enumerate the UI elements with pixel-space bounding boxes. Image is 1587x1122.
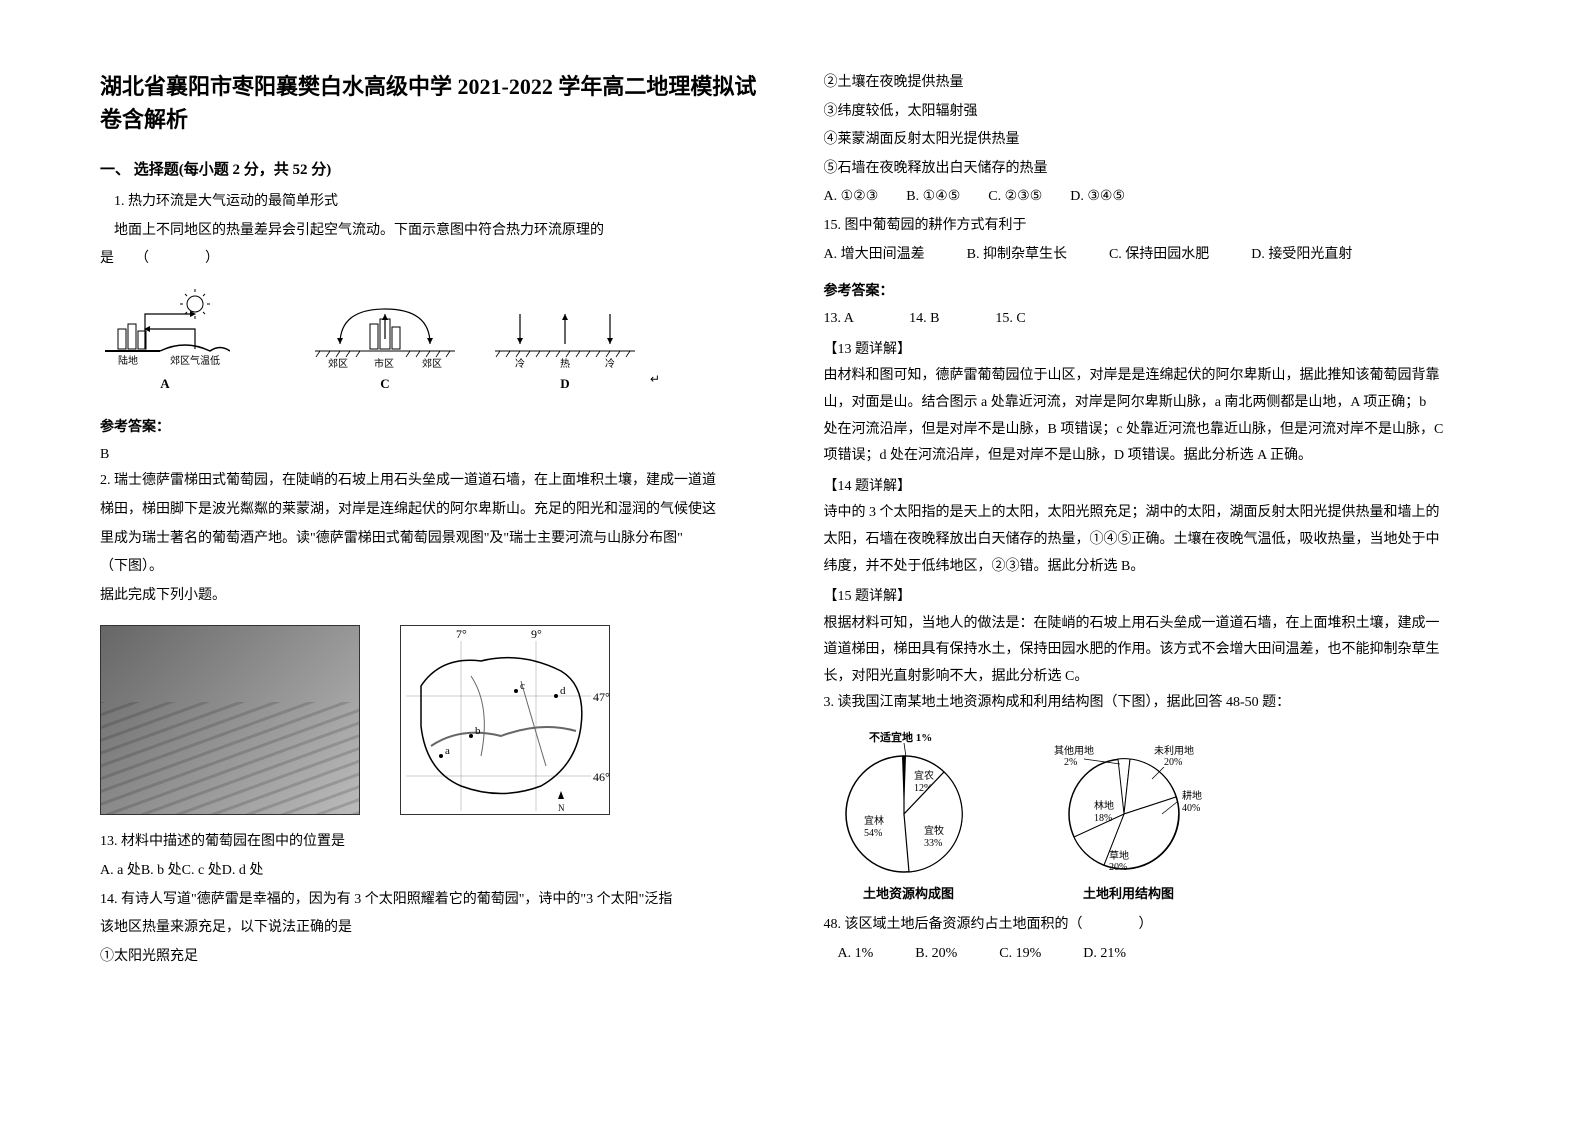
diagram-a: 陆地 郊区气温低 A — [100, 289, 230, 392]
svg-text:d: d — [560, 685, 566, 697]
q14-l2: 该地区热量来源充足，以下说法正确的是 — [100, 915, 764, 942]
svg-text:热: 热 — [560, 357, 570, 369]
svg-text:a: a — [445, 745, 450, 757]
q2-intro4: （下图）。 — [100, 554, 764, 581]
q2-intro2: 梯田，梯田脚下是波光粼粼的莱蒙湖，对岸是连绵起伏的阿尔卑斯山。充足的阳光和湿润的… — [100, 497, 764, 524]
diagram-c-label: C — [310, 376, 460, 392]
svg-text:郊区气温低: 郊区气温低 — [170, 354, 220, 367]
svg-text:20%: 20% — [1109, 862, 1127, 873]
svg-text:20%: 20% — [1164, 757, 1182, 768]
q2-answers: 13. A 14. B 15. C — [824, 306, 1488, 333]
diagram-d: 冷 热 冷 D ↵ — [490, 289, 640, 392]
exp14-2: 太阳，石墙在夜晚释放出白天储存的热量，①④⑤正确。土壤在夜晚气温低，吸收热量，当… — [824, 527, 1488, 554]
lon9-label: 9° — [531, 627, 542, 641]
q14-l1: 14. 有诗人写道"德萨雷是幸福的，因为有 3 个太阳照耀着它的葡萄园"，诗中的… — [100, 887, 764, 914]
svg-text:郊区: 郊区 — [422, 357, 442, 369]
lat46-label: 46° — [593, 770, 610, 784]
svg-text:市区: 市区 — [374, 357, 394, 369]
q14-opt3: ③纬度较低，太阳辐射强 — [824, 99, 1488, 126]
svg-text:2%: 2% — [1064, 757, 1077, 768]
exp15-3: 长，对阳光直射影响不大，据此分析选 C。 — [824, 664, 1488, 691]
exp15-1: 根据材料可知，当地人的做法是：在陡峭的石坡上用石头垒成一道道石墙，在上面堆积土壤… — [824, 611, 1488, 638]
svg-text:40%: 40% — [1182, 803, 1200, 814]
svg-text:陆地: 陆地 — [118, 354, 138, 367]
q15: 15. 图中葡萄园的耕作方式有利于 — [824, 213, 1488, 240]
svg-text:不适宜地 1%: 不适宜地 1% — [869, 730, 932, 744]
svg-text:冷: 冷 — [515, 357, 525, 369]
svg-text:宜牧: 宜牧 — [924, 824, 944, 837]
exp14-3: 纬度，并不处于低纬地区，②③错。据此分析选 B。 — [824, 554, 1488, 581]
q14-opt5: ⑤石墙在夜晚释放出白天储存的热量 — [824, 156, 1488, 183]
diagram-a-label: A — [100, 376, 230, 392]
q2-intro3: 里成为瑞士著名的葡萄酒产地。读"德萨雷梯田式葡萄园景观图"及"瑞士主要河流与山脉… — [100, 526, 764, 553]
q1-line3: 是 （ ） — [100, 246, 764, 273]
exp13-2: 山，对面是山。结合图示 a 处靠近河流，对岸是阿尔卑斯山脉，a 南北两侧都是山地… — [824, 390, 1488, 417]
svg-text:N: N — [558, 803, 565, 813]
exp15-2: 道道梯田，梯田具有保持水土，保持田园水肥的作用。该方式不会增大田间温差，也不能抑… — [824, 637, 1488, 664]
q1-line1: 1. 热力环流是大气运动的最简单形式 — [100, 189, 764, 216]
svg-text:其他用地: 其他用地 — [1054, 744, 1094, 757]
pie2-title: 土地利用结构图 — [1083, 883, 1174, 902]
q13: 13. 材料中描述的葡萄园在图中的位置是 — [100, 829, 764, 856]
svg-text:冷: 冷 — [605, 357, 615, 369]
q14-opt1: ①太阳光照充足 — [100, 944, 764, 971]
vineyard-photo — [100, 625, 360, 815]
q1-line2: 地面上不同地区的热量差异会引起空气流动。下面示意图中符合热力环流原理的 — [100, 218, 764, 245]
pie2-chart: 其他用地 2% 未利用地 20% 耕地 40% 草地 20% — [1034, 729, 1224, 879]
q15-choices: A. 增大田间温差 B. 抑制杂草生长 C. 保持田园水肥 D. 接受阳光直射 — [824, 242, 1488, 269]
pie1-unit: 不适宜地 1% 宜农 12% 宜牧 33% 宜林 54% — [824, 729, 994, 902]
diagram-d-label: D — [490, 376, 640, 392]
svg-text:18%: 18% — [1094, 813, 1112, 824]
svg-text:郊区: 郊区 — [328, 357, 348, 369]
left-column: 湖北省襄阳市枣阳襄樊白水高级中学 2021-2022 学年高二地理模拟试卷含解析… — [100, 70, 764, 1052]
q3-intro: 3. 读我国江南某地土地资源构成和利用结构图（下图），据此回答 48-50 题： — [824, 690, 1488, 717]
svg-text:耕地: 耕地 — [1182, 789, 1202, 802]
lon7-label: 7° — [456, 627, 467, 641]
q2-intro1: 2. 瑞士德萨雷梯田式葡萄园，在陡峭的石坡上用石头垒成一道道石墙，在上面堆积土壤… — [100, 468, 764, 495]
photo-map-row: 7° 9° 47° 46° a b c d — [100, 625, 764, 815]
diagram-c: 郊区 市区 郊区 C — [310, 289, 460, 392]
diagram-b — [260, 307, 280, 392]
q2-answer-label: 参考答案： — [824, 280, 1488, 300]
svg-text:宜农: 宜农 — [914, 769, 934, 782]
right-column: ②土壤在夜晚提供热量 ③纬度较低，太阳辐射强 ④莱蒙湖面反射太阳光提供热量 ⑤石… — [824, 70, 1488, 1052]
lat47-label: 47° — [593, 690, 610, 704]
exp13-1: 由材料和图可知，德萨雷葡萄园位于山区，对岸是是连绵起伏的阿尔卑斯山，据此推知该葡… — [824, 363, 1488, 390]
pie-charts-row: 不适宜地 1% 宜农 12% 宜牧 33% 宜林 54% — [824, 729, 1488, 902]
q13-opts: A. a 处B. b 处C. c 处D. d 处 — [100, 858, 764, 885]
exp14-1: 诗中的 3 个太阳指的是天上的太阳，太阳光照充足；湖中的太阳，湖面反射太阳光提供… — [824, 500, 1488, 527]
svg-text:宜林: 宜林 — [864, 814, 884, 827]
pie1-title: 土地资源构成图 — [863, 883, 954, 902]
svg-text:b: b — [475, 725, 481, 737]
exp13-4: 项错误；d 处在河流沿岸，但是对岸不是山脉，D 项错误。据此分析选 A 正确。 — [824, 443, 1488, 470]
pie1-chart: 不适宜地 1% 宜农 12% 宜牧 33% 宜林 54% — [824, 729, 994, 879]
q2-intro5: 据此完成下列小题。 — [100, 583, 764, 610]
q48-opts: A. 1% B. 20% C. 19% D. 21% — [824, 941, 1488, 968]
q1-diagram-row: 陆地 郊区气温低 A — [100, 289, 764, 392]
q1-answer-label: 参考答案： — [100, 416, 764, 436]
exp13-3: 处在河流沿岸，但是对岸不是山脉，B 项错误；c 处靠近河流也靠近山脉，但是河流对… — [824, 417, 1488, 444]
exp13-header: 【13 题详解】 — [824, 337, 1488, 364]
svg-text:c: c — [520, 680, 525, 692]
svg-text:未利用地: 未利用地 — [1154, 744, 1194, 757]
svg-text:54%: 54% — [864, 828, 882, 839]
exp15-header: 【15 题详解】 — [824, 584, 1488, 611]
section-one-header: 一、 选择题(每小题 2 分，共 52 分) — [100, 158, 764, 179]
exp14-header: 【14 题详解】 — [824, 474, 1488, 501]
enter-symbol: ↵ — [650, 372, 660, 387]
q14-opt4: ④莱蒙湖面反射太阳光提供热量 — [824, 127, 1488, 154]
exam-title: 湖北省襄阳市枣阳襄樊白水高级中学 2021-2022 学年高二地理模拟试卷含解析 — [100, 70, 764, 136]
svg-text:草地: 草地 — [1109, 849, 1129, 862]
svg-text:33%: 33% — [924, 838, 942, 849]
q48: 48. 该区域土地后备资源约占土地面积的（ ） — [824, 912, 1488, 939]
pie2-unit: 其他用地 2% 未利用地 20% 耕地 40% 草地 20% — [1034, 729, 1224, 902]
q14-choices: A. ①②③ B. ①④⑤ C. ②③⑤ D. ③④⑤ — [824, 184, 1488, 211]
switzerland-map: 7° 9° 47° 46° a b c d — [400, 625, 610, 815]
q1-answer: B — [100, 442, 764, 469]
svg-text:林地: 林地 — [1094, 799, 1114, 812]
q14-opt2: ②土壤在夜晚提供热量 — [824, 70, 1488, 97]
